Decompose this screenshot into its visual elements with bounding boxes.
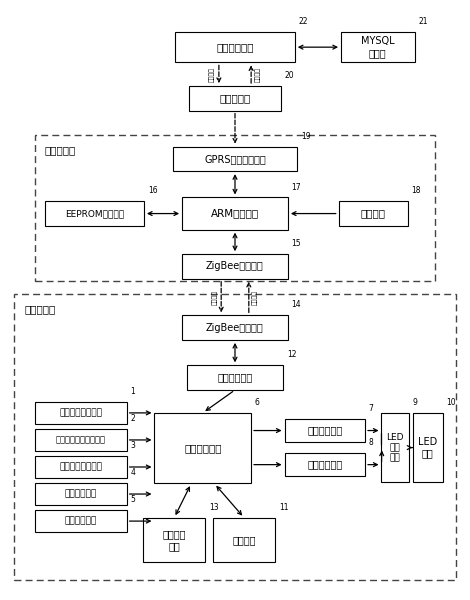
Bar xyxy=(182,197,288,230)
Text: 2: 2 xyxy=(131,414,135,423)
Text: 网络通信模块: 网络通信模块 xyxy=(217,373,253,383)
Text: 传感数据: 传感数据 xyxy=(255,67,260,82)
Bar xyxy=(14,293,456,580)
Text: 环境光照强度检测模块: 环境光照强度检测模块 xyxy=(56,436,106,445)
Text: 10: 10 xyxy=(446,398,456,407)
Text: 水位检测模块: 水位检测模块 xyxy=(64,490,97,499)
Text: 19: 19 xyxy=(301,131,311,140)
Bar xyxy=(284,419,365,442)
Bar xyxy=(413,413,442,482)
Text: 3: 3 xyxy=(131,441,135,450)
Bar xyxy=(143,518,205,562)
Bar xyxy=(213,518,275,562)
Text: 4: 4 xyxy=(131,468,135,477)
Bar xyxy=(35,510,127,532)
Text: 21: 21 xyxy=(418,17,428,26)
Text: 调接亮度模块: 调接亮度模块 xyxy=(307,425,343,436)
Bar xyxy=(35,402,127,424)
Text: LED
驱动
电源: LED 驱动 电源 xyxy=(386,433,404,463)
Bar xyxy=(182,315,288,340)
Text: EEPROM存储模块: EEPROM存储模块 xyxy=(65,209,124,218)
Text: ZigBee射频模块: ZigBee射频模块 xyxy=(206,323,264,332)
Bar xyxy=(35,429,127,451)
Text: 15: 15 xyxy=(292,239,301,248)
Bar xyxy=(182,254,288,279)
Text: 集中控制器: 集中控制器 xyxy=(45,145,76,155)
Text: 公网服务器: 公网服务器 xyxy=(219,94,251,103)
Text: MYSQL
数据库: MYSQL 数据库 xyxy=(361,37,395,58)
Bar xyxy=(339,201,408,226)
Text: 传感状态: 传感状态 xyxy=(252,290,258,305)
Text: 5: 5 xyxy=(131,495,135,504)
Text: 时钟模块: 时钟模块 xyxy=(233,535,256,545)
Text: GPRS无线通讯模块: GPRS无线通讯模块 xyxy=(204,154,266,164)
Bar xyxy=(45,201,144,226)
Text: 22: 22 xyxy=(298,17,308,26)
Text: ZigBee组网模块: ZigBee组网模块 xyxy=(206,262,264,271)
Text: 8: 8 xyxy=(369,438,374,447)
Text: 13: 13 xyxy=(209,503,219,512)
Text: 18: 18 xyxy=(411,187,421,196)
Text: 16: 16 xyxy=(148,187,157,196)
Bar xyxy=(284,453,365,476)
Text: 7: 7 xyxy=(369,404,374,413)
Text: ARM微控制器: ARM微控制器 xyxy=(211,209,259,218)
Text: 单灯控制器: 单灯控制器 xyxy=(24,304,55,314)
Text: 12: 12 xyxy=(287,350,297,359)
Bar xyxy=(187,365,283,390)
Bar xyxy=(189,86,281,110)
Text: 14: 14 xyxy=(292,301,301,310)
Text: 远程监管中心: 远程监管中心 xyxy=(216,42,254,52)
Text: 按键电路: 按键电路 xyxy=(360,209,386,218)
Text: 17: 17 xyxy=(292,182,301,191)
Bar xyxy=(154,413,251,484)
Bar xyxy=(35,483,127,505)
Text: 路灯关断模块: 路灯关断模块 xyxy=(307,460,343,470)
Text: 数据处理模块: 数据处理模块 xyxy=(184,443,221,453)
Text: 灯杆倾斜检测模块: 灯杆倾斜检测模块 xyxy=(59,463,102,472)
Text: 6: 6 xyxy=(255,398,260,407)
Bar xyxy=(173,146,297,171)
Text: 数据存储
模块: 数据存储 模块 xyxy=(163,529,186,551)
Bar xyxy=(35,135,435,281)
Bar xyxy=(341,32,415,62)
Text: 控制命令: 控制命令 xyxy=(210,67,215,82)
Text: 1: 1 xyxy=(131,387,135,396)
Text: 20: 20 xyxy=(285,71,294,80)
Text: LED
路灯: LED 路灯 xyxy=(418,437,437,458)
Bar xyxy=(382,413,409,482)
Bar xyxy=(35,456,127,478)
Bar xyxy=(175,32,295,62)
Text: 路灯状态: 路灯状态 xyxy=(212,290,218,305)
Text: 车辆行人感应模块: 车辆行人感应模块 xyxy=(59,409,102,418)
Text: 11: 11 xyxy=(279,503,289,512)
Text: 功率检测模块: 功率检测模块 xyxy=(64,517,97,526)
Text: 9: 9 xyxy=(413,398,418,407)
